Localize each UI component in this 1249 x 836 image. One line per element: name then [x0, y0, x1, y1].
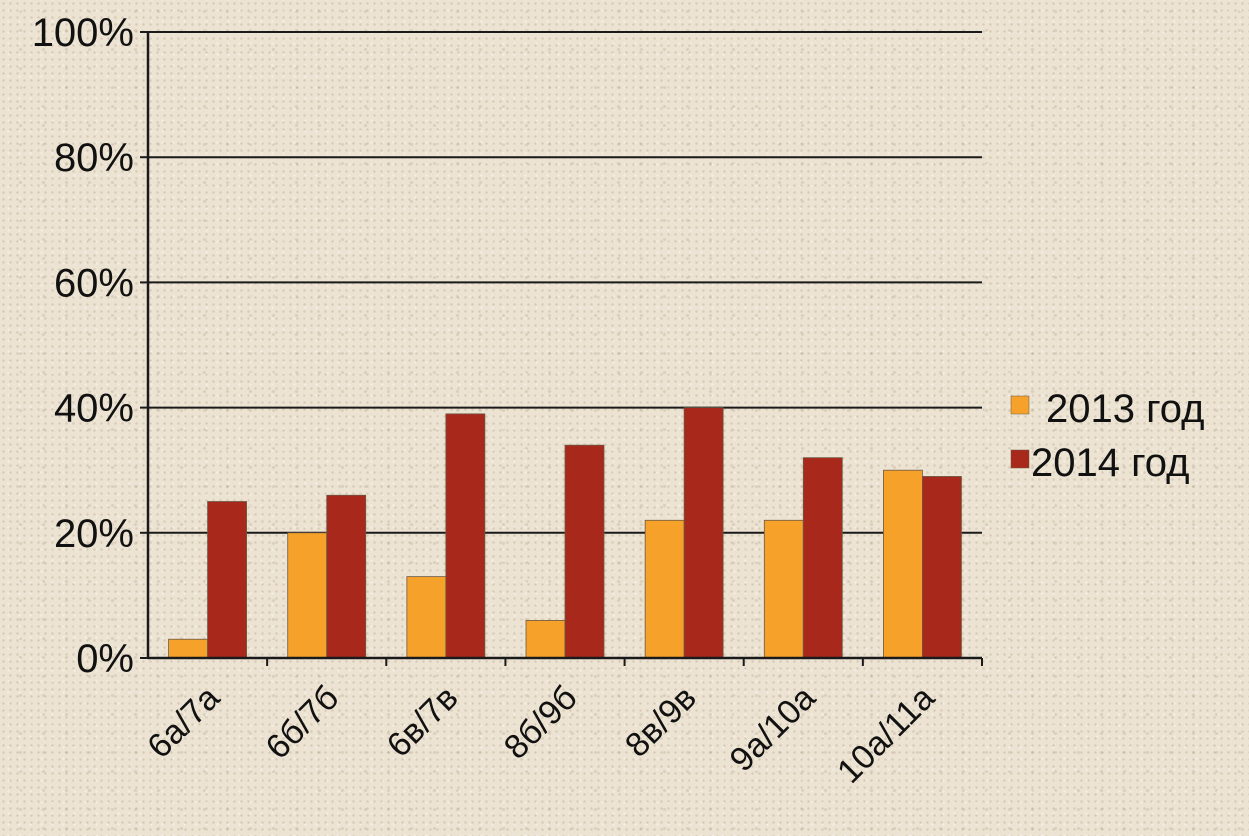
- x-tick-label: 6б/7б: [259, 679, 347, 767]
- x-tick-label: 9а/10а: [723, 679, 823, 779]
- y-tick-label: 60%: [54, 261, 134, 305]
- x-tick-label: 10а/11а: [830, 679, 942, 791]
- gridlines: [148, 31, 982, 534]
- bar-series1: [644, 519, 685, 659]
- bar-series1: [883, 469, 923, 659]
- x-tick-labels: 6а/7а 6б/7б 6в/7в 8б/9б 8в/9в 9а/10а 10а/11а: [140, 679, 942, 791]
- legend-label: 2014 год: [1031, 441, 1190, 485]
- y-tick-label: 80%: [54, 136, 134, 180]
- y-tick-label: 20%: [54, 512, 134, 556]
- bar-series2: [683, 407, 724, 659]
- x-tick-label: 8б/9б: [497, 679, 585, 767]
- x-tick-label: 6а/7а: [140, 679, 227, 766]
- y-tick-label: 100%: [32, 11, 134, 55]
- bar-series2: [207, 501, 247, 659]
- bar-series1: [763, 519, 804, 659]
- bar-series2: [922, 476, 962, 659]
- x-tick-label: 6в/7в: [380, 679, 466, 765]
- axes: [140, 31, 983, 666]
- bar-series1: [287, 532, 328, 659]
- bar-series2: [326, 494, 367, 659]
- legend-swatch: [1010, 395, 1030, 415]
- bar-series2: [802, 457, 843, 659]
- bar-series2: [564, 444, 605, 659]
- bar-series1: [406, 576, 447, 659]
- bar-series2: [445, 413, 486, 659]
- legend-label: 2013 год: [1046, 387, 1205, 431]
- bars: [168, 407, 962, 659]
- x-tick-label: 8в/9в: [618, 679, 704, 765]
- y-tick-label: 40%: [54, 387, 134, 431]
- bar-series1: [168, 638, 208, 659]
- legend-swatch: [1010, 449, 1030, 469]
- y-tick-label: 0%: [76, 637, 134, 681]
- legend: 2013 год 2014 год: [1010, 387, 1205, 485]
- bar-series1: [525, 620, 566, 659]
- y-tick-labels: 0% 20% 40% 60% 80% 100%: [32, 11, 134, 681]
